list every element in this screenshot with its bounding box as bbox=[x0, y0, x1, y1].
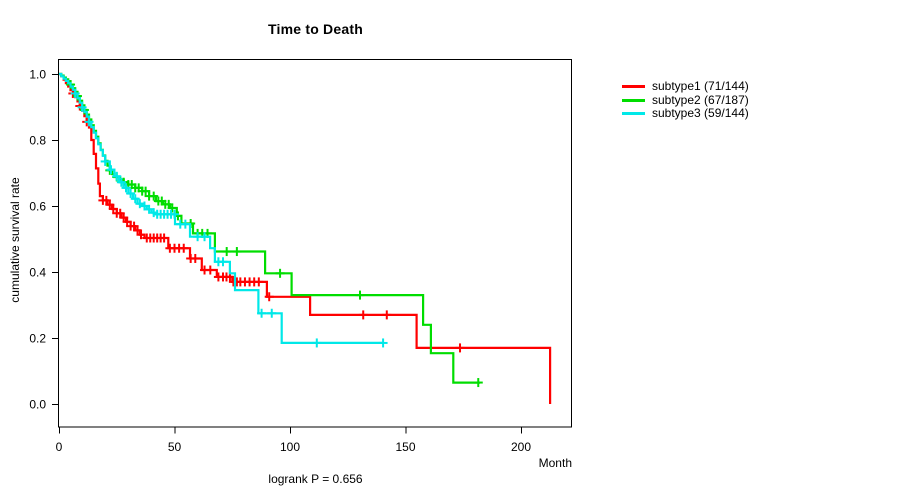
svg-text:150: 150 bbox=[395, 440, 415, 454]
legend-line-cyan-icon bbox=[622, 112, 645, 116]
svg-text:200: 200 bbox=[511, 440, 531, 454]
legend: subtype1 (71/144) subtype2 (67/187) subt… bbox=[622, 79, 749, 121]
plot-title: Time to Death bbox=[268, 21, 363, 37]
svg-text:0.8: 0.8 bbox=[29, 134, 46, 148]
legend-label: subtype1 (71/144) bbox=[652, 79, 749, 93]
svg-text:0.6: 0.6 bbox=[29, 200, 46, 214]
legend-item-subtype3: subtype3 (59/144) bbox=[622, 106, 749, 121]
legend-line-red-icon bbox=[622, 85, 645, 89]
legend-label: subtype3 (59/144) bbox=[652, 106, 749, 120]
svg-text:0.0: 0.0 bbox=[29, 398, 46, 412]
legend-line-green-icon bbox=[622, 98, 645, 102]
svg-text:100: 100 bbox=[280, 440, 300, 454]
x-axis-title: Month bbox=[538, 456, 572, 470]
svg-text:50: 50 bbox=[168, 440, 182, 454]
svg-text:0.4: 0.4 bbox=[29, 266, 46, 280]
legend-item-subtype2: subtype2 (67/187) bbox=[622, 92, 749, 108]
legend-label: subtype2 (67/187) bbox=[652, 92, 749, 107]
svg-text:0.2: 0.2 bbox=[29, 332, 46, 346]
logrank-annotation: logrank P = 0.656 bbox=[268, 472, 363, 486]
svg-text:1.0: 1.0 bbox=[29, 68, 46, 82]
legend-item-subtype1: subtype1 (71/144) bbox=[622, 79, 749, 94]
svg-text:0: 0 bbox=[56, 440, 63, 454]
